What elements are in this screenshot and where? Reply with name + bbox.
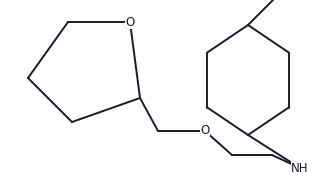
Text: O: O — [200, 125, 209, 137]
Text: NH: NH — [291, 161, 309, 175]
Text: O: O — [125, 16, 135, 28]
